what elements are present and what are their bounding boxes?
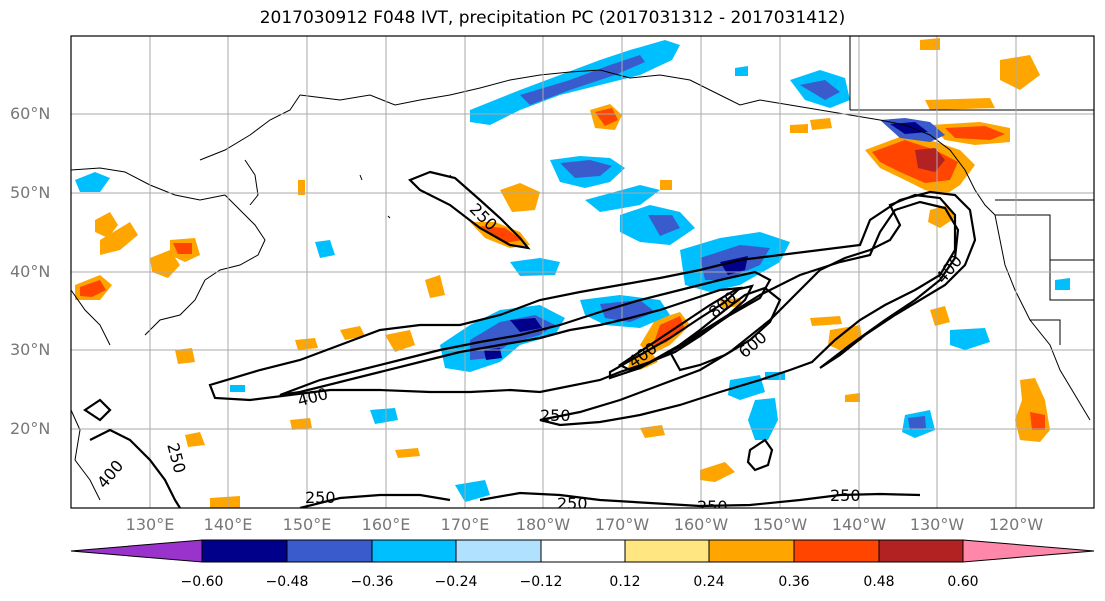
colorbar-cell bbox=[962, 539, 1095, 563]
colorbar-tick: −0.24 bbox=[434, 574, 478, 590]
contour-label: 250 bbox=[697, 497, 728, 516]
colorbar-tick: −0.12 bbox=[519, 574, 563, 590]
contour-label: 400 bbox=[93, 456, 127, 492]
lat-label: 50°N bbox=[10, 183, 51, 202]
lat-label: 30°N bbox=[10, 340, 51, 359]
colorbar bbox=[70, 539, 1095, 563]
colorbar-cell bbox=[708, 539, 795, 563]
colorbar-tick: −0.36 bbox=[350, 574, 394, 590]
lon-label: 170°W bbox=[594, 515, 650, 534]
map-title: 2017030912 F048 IVT, precipitation PC (2… bbox=[259, 8, 846, 28]
colorbar-cell bbox=[455, 539, 542, 563]
colorbar-tick: −0.48 bbox=[265, 574, 309, 590]
colorbar-cell bbox=[70, 539, 203, 563]
lon-label: 160°E bbox=[361, 515, 411, 534]
contour-label: 250 bbox=[557, 494, 588, 513]
ivt-contours bbox=[83, 170, 977, 508]
lon-label: 120°W bbox=[988, 515, 1044, 534]
lon-label: 130°W bbox=[909, 515, 965, 534]
contour-label: 250 bbox=[305, 488, 336, 507]
lon-label: 180°W bbox=[515, 515, 571, 534]
lon-label: 130°E bbox=[125, 515, 175, 534]
colorbar-cell bbox=[878, 539, 964, 563]
colorbar-tick: 0.60 bbox=[947, 574, 979, 590]
colorbar-tick: −0.60 bbox=[180, 574, 224, 590]
lon-label: 150°W bbox=[752, 515, 808, 534]
lon-label: 140°E bbox=[203, 515, 253, 534]
lat-label: 60°N bbox=[10, 104, 51, 123]
colorbar-cell bbox=[201, 539, 288, 563]
lon-label: 170°E bbox=[440, 515, 490, 534]
colorbar-tick: 0.12 bbox=[609, 574, 641, 590]
gridlines bbox=[71, 36, 1094, 508]
colorbar-cell bbox=[286, 539, 373, 563]
colorbar-cell bbox=[624, 539, 710, 563]
borders bbox=[849, 36, 1094, 345]
colorbar-cell bbox=[793, 539, 880, 563]
positive-precip-areas bbox=[75, 38, 1050, 508]
contour-label: 250 bbox=[540, 406, 571, 425]
colorbar-tick: 0.48 bbox=[863, 574, 895, 590]
colorbar-cell bbox=[371, 539, 457, 563]
negative-precip-areas bbox=[75, 40, 1070, 502]
colorbar-cell bbox=[540, 539, 626, 563]
lon-label: 140°W bbox=[831, 515, 887, 534]
plot-frame bbox=[70, 35, 1095, 509]
contour-label: 250 bbox=[830, 486, 861, 505]
lat-label: 40°N bbox=[10, 262, 51, 281]
colorbar-tick: 0.24 bbox=[693, 574, 725, 590]
lon-label: 160°W bbox=[673, 515, 729, 534]
contour-label: 600 bbox=[735, 328, 771, 362]
lat-label: 20°N bbox=[10, 419, 51, 438]
colorbar-tick: 0.36 bbox=[778, 574, 810, 590]
contour-label: 250 bbox=[163, 441, 189, 475]
lon-label: 150°E bbox=[282, 515, 332, 534]
